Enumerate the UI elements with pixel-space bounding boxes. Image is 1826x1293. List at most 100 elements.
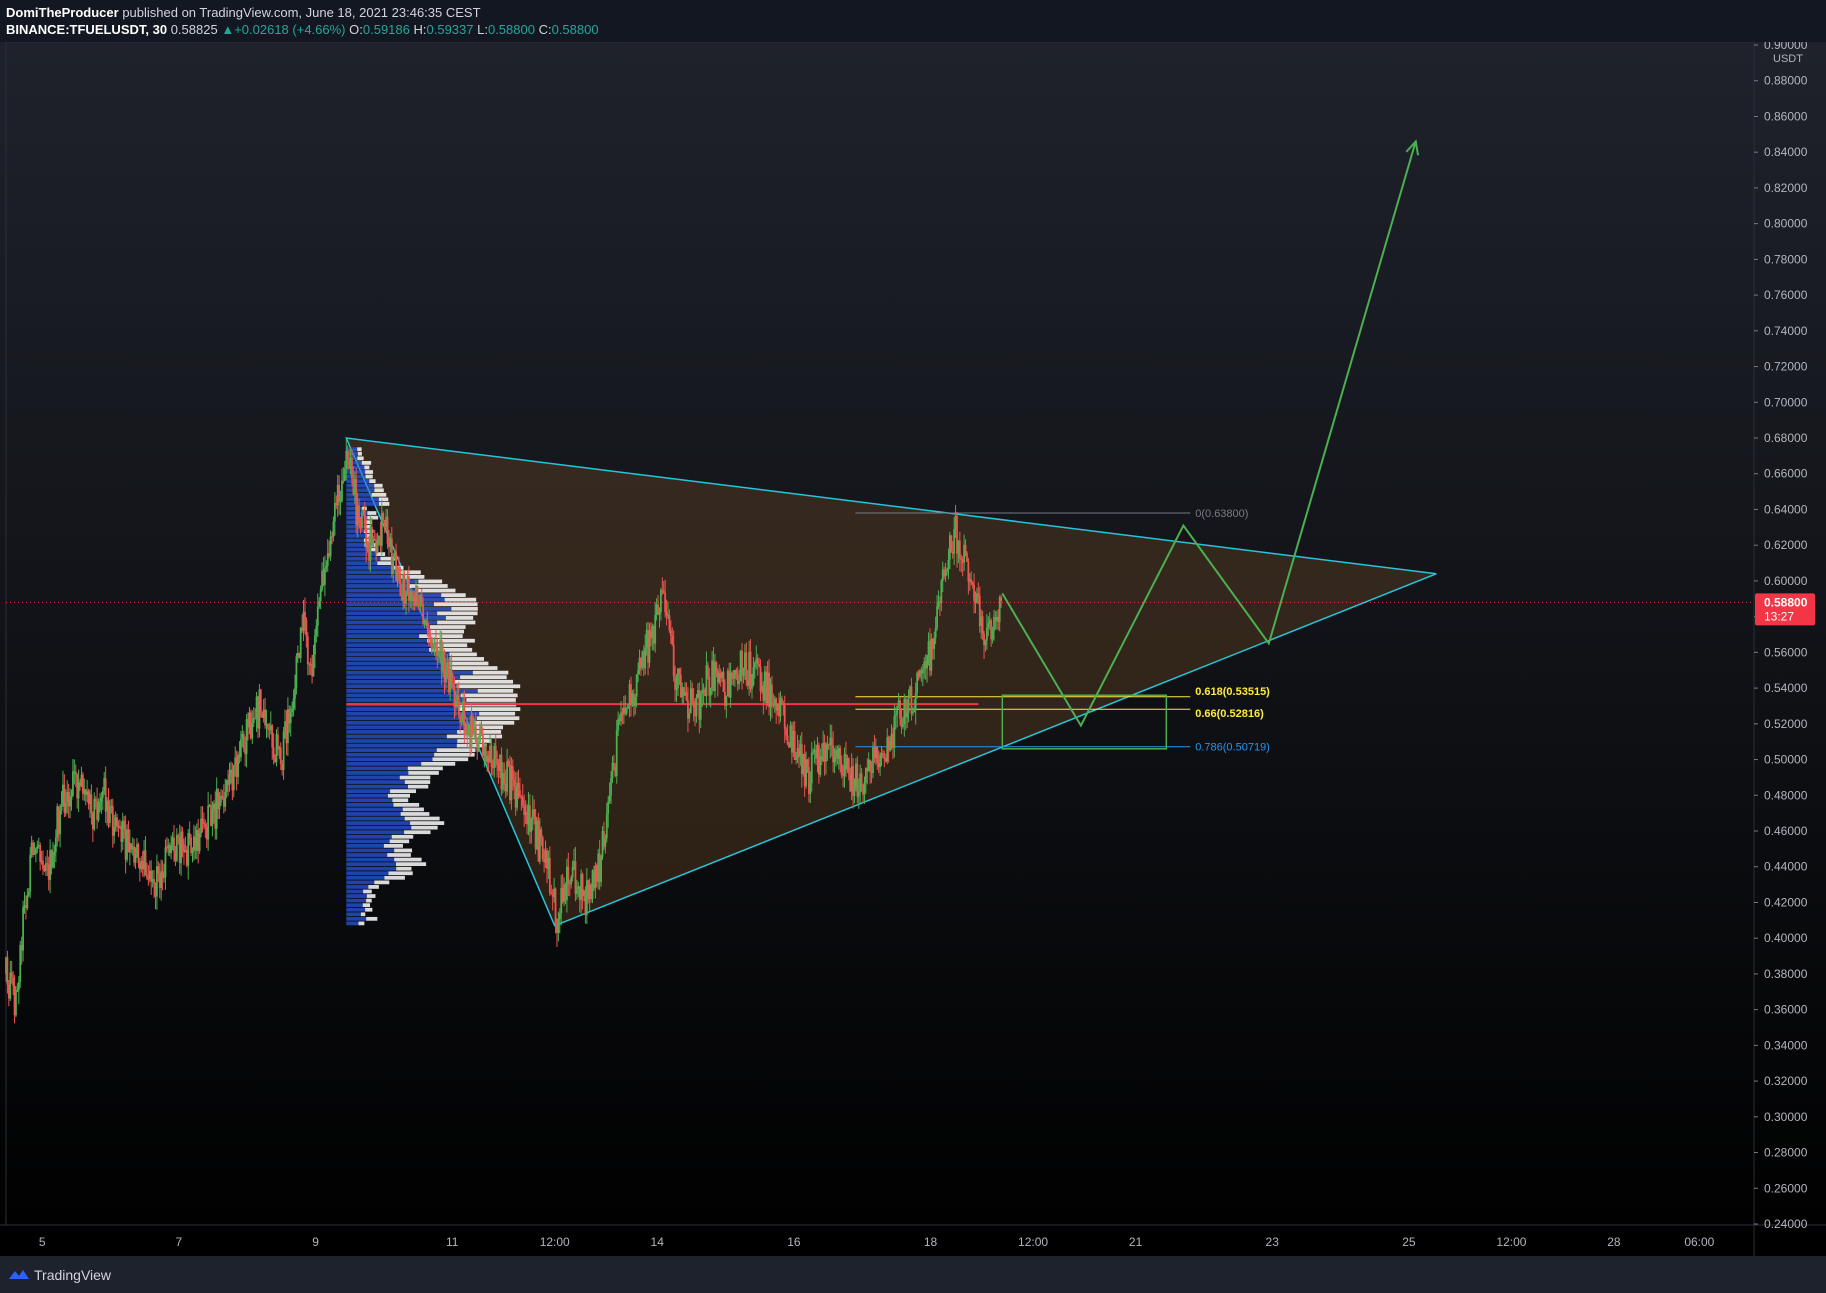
x-tick-label: 11 — [446, 1235, 459, 1249]
candle-body — [275, 734, 278, 763]
volume-profile-bar-down — [364, 465, 370, 470]
candle-body — [874, 746, 877, 759]
volume-profile-bar-down — [389, 839, 410, 844]
volume-profile-bar-up — [346, 533, 367, 538]
candle-body — [939, 601, 941, 603]
candle-body — [533, 809, 536, 817]
candle-body — [497, 765, 500, 771]
volume-profile-bar-down — [404, 816, 440, 821]
y-tick-label: 0.38000 — [1764, 967, 1808, 981]
y-tick-label: 0.78000 — [1764, 252, 1808, 266]
volume-profile-bar-down — [430, 625, 466, 629]
candle-body — [963, 544, 966, 563]
volume-profile-bar-up — [346, 492, 372, 497]
chart-area[interactable]: 0.24000 0.26000 0.28000 0.30000 0.32000 0.340… — [0, 42, 1826, 1256]
candle-body — [726, 670, 729, 697]
candle-body — [551, 894, 554, 897]
candle-body — [202, 821, 205, 825]
candle-body — [622, 707, 625, 715]
candle-body — [803, 753, 806, 787]
candle-body — [685, 692, 688, 701]
candle-body — [325, 565, 328, 569]
candle-body — [321, 570, 323, 590]
candle-body — [550, 892, 553, 895]
candle-body — [383, 520, 386, 527]
x-tick-label: 5 — [39, 1235, 46, 1249]
candle-body — [184, 849, 187, 853]
volume-profile-bar-down — [374, 880, 390, 885]
candle-body — [607, 801, 610, 814]
candle-body — [158, 873, 161, 888]
volume-profile-bar-down — [376, 552, 386, 556]
volume-profile-bar-down — [357, 456, 364, 461]
candle-body — [443, 651, 446, 682]
candle-body — [116, 817, 118, 827]
volume-profile-bar-down — [451, 606, 478, 611]
candle-body — [34, 848, 37, 854]
candle-body — [594, 865, 597, 889]
candle-body — [183, 844, 185, 853]
candle-body — [269, 725, 272, 731]
candle-body — [251, 722, 254, 739]
volume-profile-bar-up — [346, 620, 438, 625]
volume-profile-bar-up — [346, 707, 459, 711]
candle-body — [376, 539, 379, 554]
candle-body — [143, 850, 145, 870]
candle-body — [890, 733, 893, 742]
author-name[interactable]: DomiTheProducer — [6, 5, 119, 20]
candle-body — [463, 701, 466, 736]
symbol-name[interactable]: BINANCE:TFUELUSDT, 30 — [6, 22, 168, 37]
candle-body — [647, 629, 649, 663]
candle-body — [644, 647, 647, 669]
candle-body — [484, 746, 487, 762]
candle-body — [415, 585, 417, 607]
candle-body — [583, 890, 585, 897]
candle-body — [675, 688, 678, 690]
candle-body — [399, 574, 402, 596]
y-tick-label: 0.82000 — [1764, 181, 1808, 195]
candle-body — [208, 805, 211, 807]
volume-profile-bar-up — [346, 647, 430, 652]
candle-body — [581, 874, 584, 897]
candle-body — [10, 972, 13, 978]
volume-profile-bar-up — [346, 766, 408, 771]
candle-body — [973, 584, 975, 601]
projection-path — [1001, 141, 1417, 728]
price-chart[interactable]: 0.24000 0.26000 0.28000 0.30000 0.32000 0.340… — [0, 42, 1826, 1256]
volume-profile-bar-up — [346, 798, 393, 803]
volume-profile-bar-down — [427, 638, 475, 643]
candle-body — [715, 662, 718, 671]
candle-body — [516, 782, 518, 808]
volume-profile-bar-up — [346, 506, 362, 511]
candle-body — [50, 850, 53, 868]
volume-profile-bar-down — [394, 857, 422, 862]
candle-body — [958, 540, 961, 559]
open-label: O: — [349, 22, 363, 37]
candle-body — [953, 528, 956, 554]
candle-body — [872, 747, 874, 773]
candle-body — [329, 536, 332, 557]
tradingview-logo-icon[interactable] — [8, 1267, 30, 1281]
candle-body — [257, 696, 259, 729]
close-label: C: — [538, 22, 552, 37]
volume-profile-bar-up — [346, 894, 367, 898]
volume-profile-bar-up — [346, 629, 430, 634]
candle-body — [198, 833, 201, 852]
volume-profile-bar-down — [365, 520, 372, 525]
candle-body — [433, 643, 436, 650]
candle-body — [930, 638, 933, 671]
candle-body — [148, 870, 151, 880]
volume-profile-bar-down — [366, 898, 372, 903]
candle-body — [941, 569, 944, 581]
candle-body — [168, 845, 171, 854]
candle-body — [43, 868, 46, 871]
candle-body — [499, 755, 501, 771]
volume-profile-bar-down — [395, 570, 421, 575]
volume-profile-bar-down — [449, 657, 485, 661]
brand-name[interactable]: TradingView — [34, 1267, 112, 1283]
candle-body — [817, 745, 820, 775]
candle-body — [272, 747, 275, 759]
candle-body — [689, 688, 692, 714]
candle-body — [180, 831, 183, 864]
volume-profile-bar-up — [346, 816, 405, 821]
